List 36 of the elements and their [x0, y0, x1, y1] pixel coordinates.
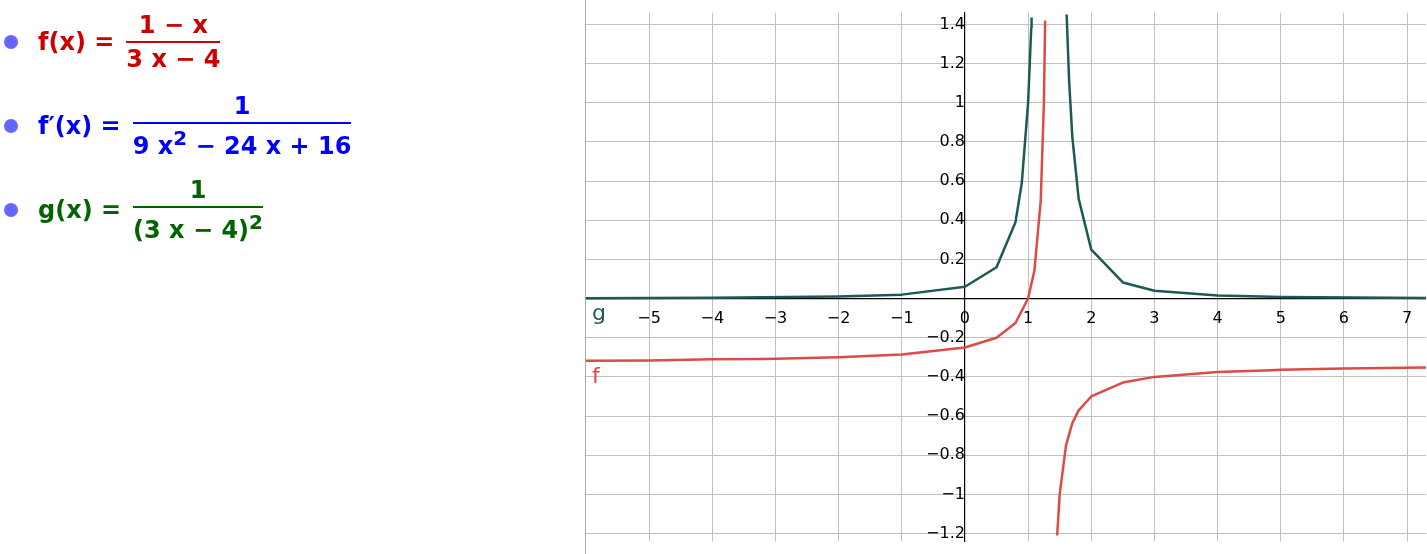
- text: 9 x$^{2}$ − 24 x + 16: [132, 126, 352, 160]
- y-tick-label: −1: [941, 483, 965, 503]
- y-tick-label: 0.2: [939, 248, 965, 268]
- y-tick-label: 0.8: [939, 131, 965, 151]
- y-tick-label: −0.8: [926, 444, 965, 464]
- y-tick-label: 1.4: [939, 13, 965, 33]
- y-tick-label: 1.2: [939, 52, 965, 72]
- x-tick-label: −1: [889, 308, 914, 328]
- x-tick-label: 2: [1086, 308, 1097, 328]
- x-tick-label: −2: [826, 308, 851, 328]
- text: (3 x − 4)$^{2}$: [133, 210, 263, 244]
- x-tick-label: 7: [1401, 308, 1413, 328]
- y-tick-label: −0.2: [926, 326, 965, 346]
- x-tick-label: 5: [1275, 308, 1286, 328]
- y-tick-label: 1: [954, 91, 965, 111]
- x-tick-label: −4: [700, 308, 725, 328]
- x-tick-label: −5: [637, 308, 661, 328]
- text: g(x) =: [38, 196, 122, 224]
- text: f′(x) =: [38, 112, 121, 140]
- x-tick-label: 4: [1212, 308, 1223, 328]
- text: 3 x − 4: [126, 45, 221, 73]
- x-tick-label: 6: [1338, 308, 1349, 328]
- text: 1: [189, 176, 207, 204]
- y-tick-label: 0.6: [939, 170, 965, 190]
- series-label: f: [592, 362, 601, 388]
- x-tick-label: 1: [1023, 308, 1034, 328]
- y-tick-label: −0.6: [926, 405, 965, 425]
- text: 1 − x: [138, 11, 208, 39]
- text: f(x) =: [38, 28, 115, 56]
- x-tick-label: −3: [763, 308, 788, 328]
- text: 1: [233, 92, 251, 120]
- series-label: g: [592, 299, 606, 325]
- y-tick-label: 0.4: [939, 209, 965, 229]
- x-tick-label: 3: [1149, 308, 1160, 328]
- y-tick-label: −1.2: [926, 522, 965, 542]
- y-tick-label: −0.4: [926, 366, 965, 386]
